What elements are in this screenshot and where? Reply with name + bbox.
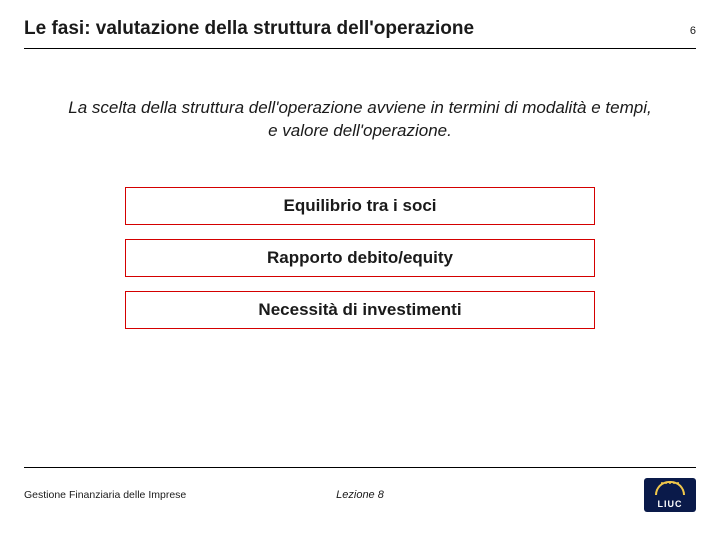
- header-rule: [24, 48, 696, 49]
- footer-rule: [24, 467, 696, 468]
- subtitle: La scelta della struttura dell'operazion…: [64, 97, 655, 143]
- footer: Gestione Finanziaria delle Imprese Lezio…: [24, 467, 696, 512]
- header: Le fasi: valutazione della struttura del…: [24, 18, 696, 46]
- box-rapporto: Rapporto debito/equity: [125, 239, 595, 277]
- slide-title: Le fasi: valutazione della struttura del…: [24, 18, 474, 40]
- page-number: 6: [690, 25, 696, 37]
- logo-arc-icon: [655, 481, 685, 495]
- box-equilibrio: Equilibrio tra i soci: [125, 187, 595, 225]
- footer-center-text: Lezione 8: [336, 489, 384, 501]
- footer-row: Gestione Finanziaria delle Imprese Lezio…: [24, 478, 696, 512]
- box-list: Equilibrio tra i soci Rapporto debito/eq…: [24, 187, 696, 329]
- box-necessita: Necessità di investimenti: [125, 291, 595, 329]
- liuc-logo: LIUC: [644, 478, 696, 512]
- footer-left-text: Gestione Finanziaria delle Imprese: [24, 489, 186, 501]
- logo-text: LIUC: [658, 499, 683, 509]
- slide: Le fasi: valutazione della struttura del…: [0, 0, 720, 540]
